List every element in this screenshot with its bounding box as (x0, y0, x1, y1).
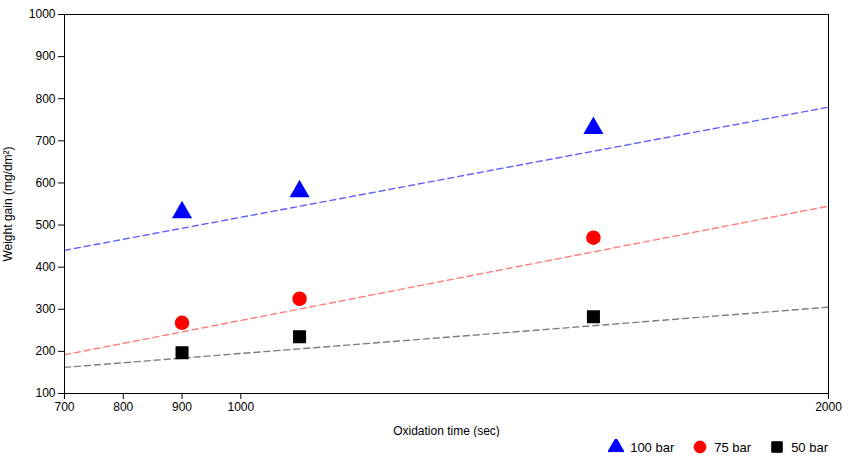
svg-text:Weight gain (mg/dm²): Weight gain (mg/dm²) (1, 146, 15, 261)
svg-text:1000: 1000 (29, 7, 56, 21)
html-text:50 bar: 50 bar (791, 439, 828, 455)
svg-text:100: 100 (35, 386, 55, 400)
html-text:75 bar: 75 bar (714, 439, 752, 455)
svg-text:2000: 2000 (815, 400, 842, 414)
svg-text:900: 900 (172, 400, 192, 414)
html-text:100 bar: 100 bar (630, 439, 675, 455)
svg-text:400: 400 (35, 260, 55, 274)
svg-text:800: 800 (113, 400, 133, 414)
svg-text:600: 600 (35, 176, 55, 190)
svg-text:1000: 1000 (227, 400, 254, 414)
svg-text:900: 900 (35, 49, 55, 63)
svg-text:200: 200 (35, 344, 55, 358)
svg-text:800: 800 (35, 92, 55, 106)
svg-text:700: 700 (35, 134, 55, 148)
svg-text:300: 300 (35, 302, 55, 316)
svg-text:Oxidation time (sec): Oxidation time (sec) (393, 424, 500, 438)
svg-text:500: 500 (35, 218, 55, 232)
svg-text:700: 700 (54, 400, 74, 414)
